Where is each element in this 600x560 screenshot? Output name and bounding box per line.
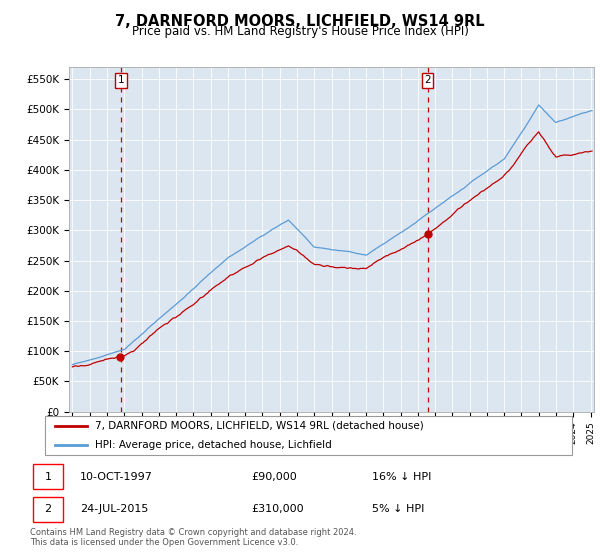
Text: 10-OCT-1997: 10-OCT-1997 — [80, 472, 152, 482]
FancyBboxPatch shape — [44, 416, 572, 455]
Text: 1: 1 — [44, 472, 52, 482]
Text: £310,000: £310,000 — [251, 505, 304, 515]
Text: 7, DARNFORD MOORS, LICHFIELD, WS14 9RL: 7, DARNFORD MOORS, LICHFIELD, WS14 9RL — [115, 14, 485, 29]
Text: Contains HM Land Registry data © Crown copyright and database right 2024.
This d: Contains HM Land Registry data © Crown c… — [30, 528, 356, 547]
Text: 7, DARNFORD MOORS, LICHFIELD, WS14 9RL (detached house): 7, DARNFORD MOORS, LICHFIELD, WS14 9RL (… — [95, 421, 424, 431]
FancyBboxPatch shape — [33, 497, 63, 522]
Text: HPI: Average price, detached house, Lichfield: HPI: Average price, detached house, Lich… — [95, 440, 332, 450]
Text: 24-JUL-2015: 24-JUL-2015 — [80, 505, 148, 515]
Text: 2: 2 — [424, 76, 431, 86]
Text: £90,000: £90,000 — [251, 472, 296, 482]
Text: 2: 2 — [44, 505, 52, 515]
FancyBboxPatch shape — [33, 464, 63, 489]
Text: 5% ↓ HPI: 5% ↓ HPI — [372, 505, 425, 515]
Text: 1: 1 — [118, 76, 124, 86]
Text: 16% ↓ HPI: 16% ↓ HPI — [372, 472, 431, 482]
Text: Price paid vs. HM Land Registry's House Price Index (HPI): Price paid vs. HM Land Registry's House … — [131, 25, 469, 38]
